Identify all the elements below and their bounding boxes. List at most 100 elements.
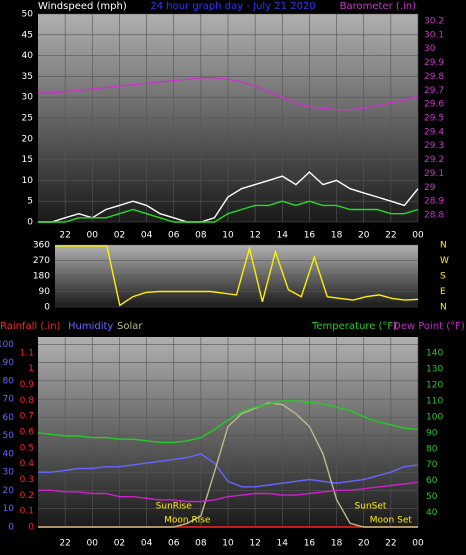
y2-tick-label: 30.1 bbox=[424, 30, 444, 40]
series-line bbox=[38, 200, 419, 223]
y3-tick-label: 0.5 bbox=[20, 443, 34, 453]
x-tick-label: 08 bbox=[195, 539, 207, 549]
compass-label: W bbox=[440, 256, 449, 266]
x-tick-label: 06 bbox=[168, 231, 180, 241]
series-line bbox=[55, 245, 419, 307]
y2-tick-label: 100 bbox=[426, 412, 443, 422]
y2-tick-label: 110 bbox=[426, 396, 443, 406]
legend-label: Temperature (°F) bbox=[311, 321, 397, 332]
x-tick-label: 16 bbox=[304, 539, 316, 549]
y2-tick-label: 40 bbox=[426, 508, 438, 518]
y2-tick-label: 30.2 bbox=[424, 16, 444, 26]
y2-tick-label: 80 bbox=[426, 444, 438, 454]
x-tick-label: 00 bbox=[412, 231, 424, 241]
y3-tick-label: 1 bbox=[28, 364, 34, 374]
y2-tick-label: 29.7 bbox=[424, 86, 444, 96]
x-tick-label: 12 bbox=[249, 539, 260, 549]
y3-tick-label: 0.3 bbox=[20, 475, 34, 485]
y2-tick-label: 70 bbox=[426, 460, 438, 470]
y-tick-label: 60 bbox=[3, 413, 15, 423]
y2-tick-label: 29.8 bbox=[424, 72, 444, 82]
legend-label: Rainfall (.in) bbox=[0, 321, 61, 332]
x-tick-label: 22 bbox=[385, 539, 396, 549]
chart-title: 24 hour graph day - July 21 2020 bbox=[150, 1, 315, 12]
series-line bbox=[38, 481, 419, 503]
y-tick-label: 35 bbox=[22, 72, 33, 82]
series-line bbox=[38, 402, 418, 528]
series-line bbox=[37, 400, 419, 444]
y-tick-label: 0 bbox=[44, 303, 50, 313]
y-tick-label: 30 bbox=[3, 468, 15, 478]
compass-label: N bbox=[440, 303, 447, 313]
x-tick-label: 20 bbox=[358, 231, 370, 241]
x-tick-label: 00 bbox=[412, 539, 424, 549]
y-tick-label: 40 bbox=[3, 449, 15, 459]
y-tick-label: 45 bbox=[22, 30, 33, 40]
series-line bbox=[38, 453, 419, 488]
y3-tick-label: 0.6 bbox=[20, 428, 35, 438]
x-tick-label: 02 bbox=[114, 231, 125, 241]
y-tick-label: 90 bbox=[3, 358, 15, 368]
y-tick-label: 25 bbox=[22, 114, 33, 124]
y2-tick-label: 29.3 bbox=[424, 141, 444, 151]
wind-axis-label: Windspeed (mph) bbox=[38, 1, 127, 12]
y-tick-label: 90 bbox=[39, 287, 51, 297]
y-tick-label: 270 bbox=[33, 256, 50, 266]
y2-tick-label: 60 bbox=[426, 476, 438, 486]
annotation: SunSet bbox=[355, 502, 387, 512]
y-tick-label: 0 bbox=[27, 218, 33, 228]
compass-label: E bbox=[440, 287, 446, 297]
y2-tick-label: 120 bbox=[426, 380, 443, 390]
y-tick-label: 5 bbox=[27, 197, 33, 207]
y2-tick-label: 29.4 bbox=[424, 127, 444, 137]
y-tick-label: 30 bbox=[22, 93, 34, 103]
y3-tick-label: 0 bbox=[28, 523, 34, 533]
y2-tick-label: 29.2 bbox=[424, 155, 444, 165]
compass-label: S bbox=[440, 272, 446, 282]
y-tick-label: 15 bbox=[22, 155, 33, 165]
y2-tick-label: 50 bbox=[426, 492, 438, 502]
x-tick-label: 04 bbox=[141, 539, 153, 549]
x-tick-label: 04 bbox=[141, 231, 153, 241]
y-tick-label: 70 bbox=[3, 395, 15, 405]
y-tick-label: 180 bbox=[33, 272, 50, 282]
legend-label: Solar bbox=[117, 321, 143, 332]
x-tick-label: 20 bbox=[358, 539, 370, 549]
y-tick-label: 40 bbox=[22, 51, 34, 61]
annotation: Moon Rise bbox=[164, 516, 211, 526]
y3-tick-label: 0.7 bbox=[20, 412, 34, 422]
x-tick-label: 18 bbox=[331, 231, 343, 241]
y-tick-label: 20 bbox=[22, 134, 34, 144]
y3-tick-label: 1.1 bbox=[20, 348, 34, 358]
y2-tick-label: 130 bbox=[426, 364, 443, 374]
y2-tick-label: 30 bbox=[424, 44, 436, 54]
series-line bbox=[38, 171, 419, 223]
x-tick-label: 06 bbox=[168, 539, 180, 549]
x-tick-label: 10 bbox=[222, 231, 234, 241]
x-tick-label: 08 bbox=[195, 231, 207, 241]
x-tick-label: 18 bbox=[331, 539, 343, 549]
y2-tick-label: 29.6 bbox=[424, 100, 444, 110]
x-tick-label: 16 bbox=[304, 231, 316, 241]
y3-tick-label: 0.1 bbox=[20, 507, 34, 517]
x-tick-label: 02 bbox=[114, 539, 125, 549]
annotation: SunRise bbox=[156, 502, 193, 512]
y3-tick-label: 0.2 bbox=[20, 491, 34, 501]
y3-tick-label: 0.8 bbox=[20, 396, 35, 406]
compass-label: N bbox=[440, 241, 447, 251]
y3-tick-label: 0.9 bbox=[20, 380, 35, 390]
x-tick-label: 00 bbox=[87, 539, 99, 549]
y2-tick-label: 29.1 bbox=[424, 169, 444, 179]
y-tick-label: 50 bbox=[3, 431, 15, 441]
x-tick-label: 14 bbox=[277, 539, 289, 549]
y-tick-label: 360 bbox=[33, 241, 50, 251]
x-tick-label: 22 bbox=[59, 231, 70, 241]
x-tick-label: 14 bbox=[277, 231, 289, 241]
x-tick-label: 12 bbox=[249, 231, 260, 241]
y3-tick-label: 0.4 bbox=[20, 459, 35, 469]
legend-label: Humidity bbox=[68, 321, 113, 332]
y2-tick-label: 29 bbox=[424, 183, 436, 193]
barometer-axis-label: Barometer (.in) bbox=[340, 1, 416, 12]
y2-tick-label: 90 bbox=[426, 428, 438, 438]
